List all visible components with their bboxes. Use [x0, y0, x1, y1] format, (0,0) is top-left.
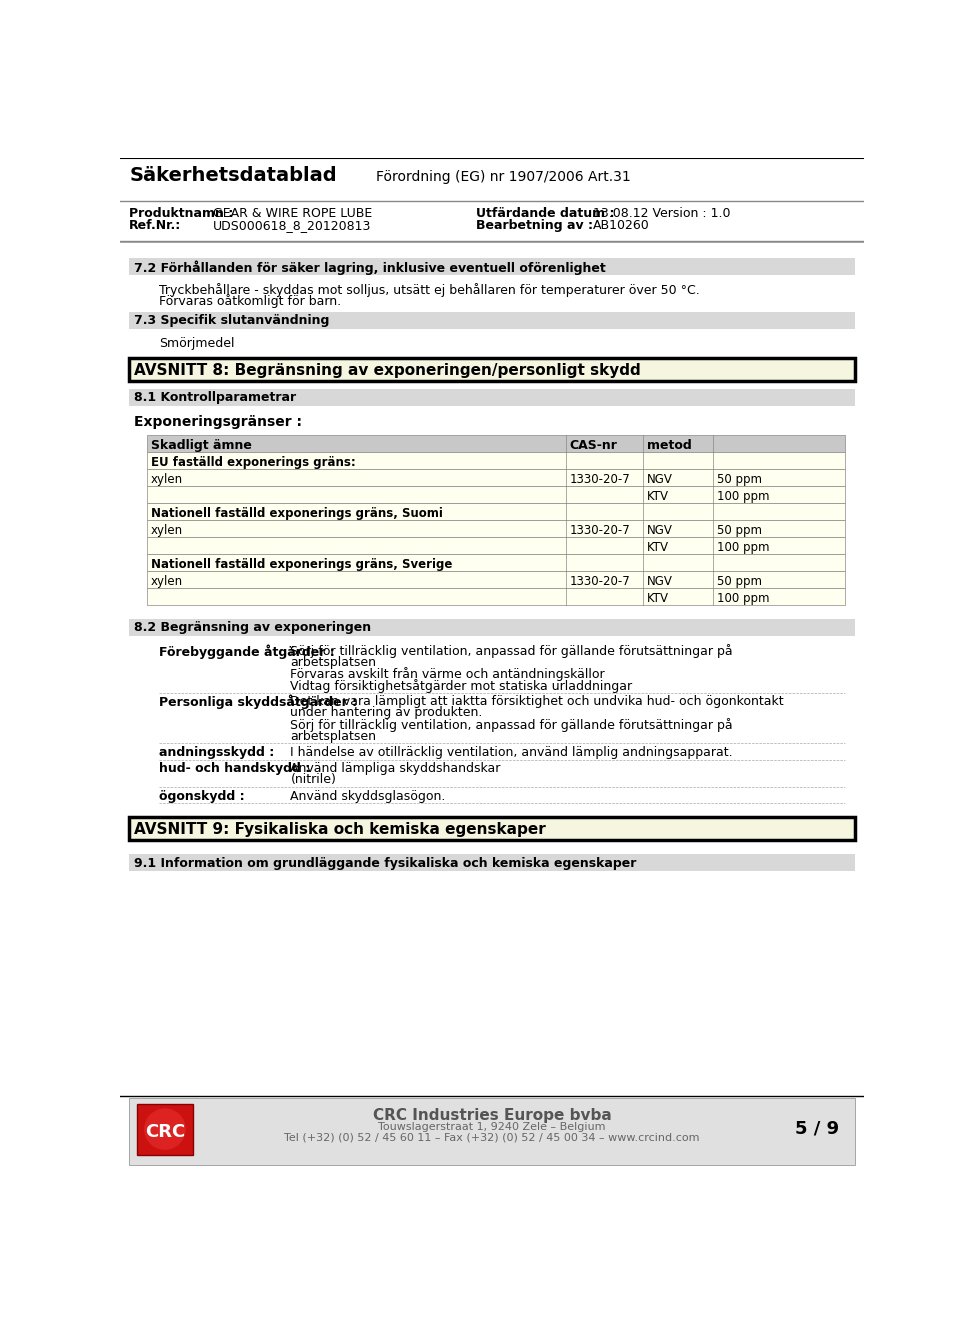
Text: Tel (+32) (0) 52 / 45 60 11 – Fax (+32) (0) 52 / 45 00 34 – www.crcind.com: Tel (+32) (0) 52 / 45 60 11 – Fax (+32) … [284, 1133, 700, 1143]
Text: 50 ppm: 50 ppm [717, 575, 761, 588]
Text: Vidtag försiktighetsåtgärder mot statiska urladdningar: Vidtag försiktighetsåtgärder mot statisk… [291, 679, 633, 693]
Text: arbetsplatsen: arbetsplatsen [291, 729, 376, 742]
Text: 50 ppm: 50 ppm [717, 473, 761, 486]
Text: 13.08.12 Version : 1.0: 13.08.12 Version : 1.0 [592, 207, 731, 220]
Text: arbetsplatsen: arbetsplatsen [291, 655, 376, 668]
Text: KTV: KTV [647, 540, 669, 554]
Text: 100 ppm: 100 ppm [717, 490, 769, 503]
Text: AVSNITT 8: Begränsning av exponeringen/personligt skydd: AVSNITT 8: Begränsning av exponeringen/p… [134, 362, 640, 378]
Text: 1330-20-7: 1330-20-7 [569, 525, 631, 536]
Text: CRC Industries Europe bvba: CRC Industries Europe bvba [372, 1108, 612, 1123]
Text: Ref.Nr.:: Ref.Nr.: [130, 219, 181, 232]
Text: EU faställd exponerings gräns:: EU faställd exponerings gräns: [151, 456, 356, 469]
Text: Använd skyddsglasögon.: Använd skyddsglasögon. [291, 789, 445, 803]
Bar [137, 1103, 193, 1155]
Text: Använd lämpliga skyddshandskar: Använd lämpliga skyddshandskar [291, 762, 501, 775]
Text: 5 / 9: 5 / 9 [796, 1119, 840, 1137]
Text: andningsskydd :: andningsskydd : [158, 746, 274, 759]
Bar [147, 486, 845, 503]
Text: under hantering av produkten.: under hantering av produkten. [291, 706, 483, 720]
Text: 8.2 Begränsning av exponeringen: 8.2 Begränsning av exponeringen [134, 621, 372, 634]
Text: CRC: CRC [145, 1123, 185, 1141]
Text: KTV: KTV [647, 490, 669, 503]
Bar [130, 389, 854, 406]
Circle shape [143, 1107, 186, 1151]
Bar [130, 1098, 854, 1165]
Text: AVSNITT 9: Fysikaliska och kemiska egenskaper: AVSNITT 9: Fysikaliska och kemiska egens… [134, 822, 545, 837]
Text: NGV: NGV [647, 525, 673, 536]
Bar [147, 588, 845, 605]
Text: Utfärdande datum :: Utfärdande datum : [476, 207, 615, 220]
Text: Nationell faställd exponerings gräns, Suomi: Nationell faställd exponerings gräns, Su… [151, 507, 443, 521]
Bar [130, 817, 854, 841]
Text: Förvaras oåtkomligt för barn.: Förvaras oåtkomligt för barn. [158, 294, 341, 308]
Text: (nitrile): (nitrile) [291, 774, 336, 787]
Text: Nationell faställd exponerings gräns, Sverige: Nationell faställd exponerings gräns, Sv… [151, 558, 452, 571]
Text: CAS-nr: CAS-nr [569, 439, 617, 452]
Text: Personliga skyddsåtgärder :: Personliga skyddsåtgärder : [158, 695, 357, 709]
Text: 7.3 Specifik slutanvändning: 7.3 Specifik slutanvändning [134, 315, 329, 327]
Text: 7.2 Förhållanden för säker lagring, inklusive eventuell oförenlighet: 7.2 Förhållanden för säker lagring, inkl… [134, 261, 606, 275]
Text: Touwslagerstraat 1, 9240 Zele – Belgium: Touwslagerstraat 1, 9240 Zele – Belgium [378, 1122, 606, 1132]
Text: KTV: KTV [647, 592, 669, 605]
Text: Skadligt ämne: Skadligt ämne [151, 439, 252, 452]
Text: Produktnamn :: Produktnamn : [130, 207, 233, 220]
Bar [147, 452, 845, 469]
Text: Säkerhetsdatablad: Säkerhetsdatablad [130, 166, 337, 185]
Text: 9.1 Information om grundläggande fysikaliska och kemiska egenskaper: 9.1 Information om grundläggande fysikal… [134, 857, 636, 870]
Text: GEAR & WIRE ROPE LUBE: GEAR & WIRE ROPE LUBE [213, 207, 372, 220]
Text: 1330-20-7: 1330-20-7 [569, 473, 631, 486]
Bar [120, 158, 864, 200]
Text: 100 ppm: 100 ppm [717, 592, 769, 605]
Text: Smörjmedel: Smörjmedel [158, 337, 234, 349]
Bar [130, 258, 854, 275]
Text: xylen: xylen [151, 473, 183, 486]
Text: 100 ppm: 100 ppm [717, 540, 769, 554]
Text: Tryckbehållare - skyddas mot solljus, utsätt ej behållaren för temperaturer över: Tryckbehållare - skyddas mot solljus, ut… [158, 283, 700, 297]
Text: NGV: NGV [647, 575, 673, 588]
Text: AB10260: AB10260 [592, 219, 650, 232]
Text: NGV: NGV [647, 473, 673, 486]
Bar [147, 435, 845, 452]
Text: hud- och handskydd :: hud- och handskydd : [158, 762, 310, 775]
Text: Förebyggande åtgärder :: Förebyggande åtgärder : [158, 645, 334, 659]
Bar [147, 554, 845, 571]
Bar [147, 521, 845, 536]
Text: Förordning (EG) nr 1907/2006 Art.31: Förordning (EG) nr 1907/2006 Art.31 [375, 170, 631, 185]
Bar [147, 536, 845, 554]
Text: I händelse av otillräcklig ventilation, använd lämplig andningsapparat.: I händelse av otillräcklig ventilation, … [291, 746, 733, 759]
Bar [120, 203, 864, 241]
Text: Det kan vara lämpligt att iaktta försiktighet och undvika hud- och ögonkontakt: Det kan vara lämpligt att iaktta försikt… [291, 695, 784, 708]
Bar [130, 854, 854, 871]
Text: UDS000618_8_20120813: UDS000618_8_20120813 [213, 219, 372, 232]
Bar [147, 503, 845, 521]
Text: Bearbetning av :: Bearbetning av : [476, 219, 593, 232]
Text: 8.1 Kontrollparametrar: 8.1 Kontrollparametrar [134, 391, 296, 405]
Text: ögonskydd :: ögonskydd : [158, 789, 245, 803]
Text: metod: metod [647, 439, 692, 452]
Text: Exponeringsgränser :: Exponeringsgränser : [134, 415, 302, 430]
Text: Sörj för tillräcklig ventilation, anpassad för gällande förutsättningar på: Sörj för tillräcklig ventilation, anpass… [291, 718, 733, 731]
Circle shape [145, 1110, 185, 1149]
Text: xylen: xylen [151, 525, 183, 536]
Text: xylen: xylen [151, 575, 183, 588]
Text: Sörj för tillräcklig ventilation, anpassad för gällande förutsättningar på: Sörj för tillräcklig ventilation, anpass… [291, 645, 733, 658]
Bar [147, 469, 845, 486]
Bar [130, 618, 854, 635]
Bar [130, 312, 854, 330]
Text: 1330-20-7: 1330-20-7 [569, 575, 631, 588]
Bar [130, 358, 854, 381]
Text: 50 ppm: 50 ppm [717, 525, 761, 536]
Bar [147, 571, 845, 588]
Text: Förvaras avskilt från värme och antändningskällor: Förvaras avskilt från värme och antändni… [291, 667, 605, 681]
